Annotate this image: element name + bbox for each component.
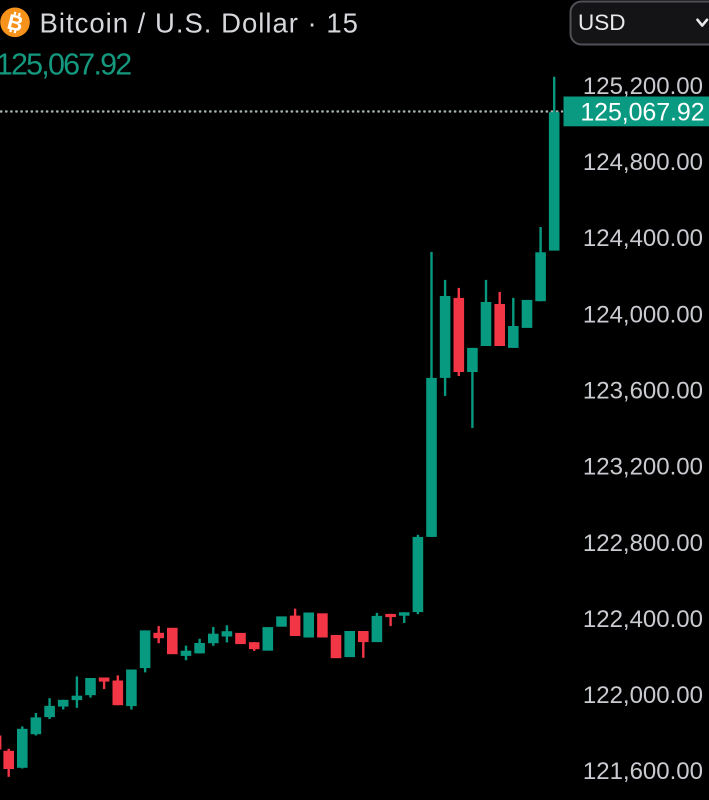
svg-text:124,400.00: 124,400.00 (583, 225, 703, 252)
svg-text:122,800.00: 122,800.00 (583, 530, 703, 557)
svg-text:124,000.00: 124,000.00 (583, 301, 703, 328)
svg-text:122,000.00: 122,000.00 (583, 682, 703, 709)
svg-text:USD: USD (578, 10, 626, 35)
svg-text:Bitcoin / U.S. Dollar · 15: Bitcoin / U.S. Dollar · 15 (40, 8, 359, 39)
svg-text:123,600.00: 123,600.00 (583, 378, 703, 405)
svg-text:124,800.00: 124,800.00 (583, 149, 703, 176)
svg-text:121,600.00: 121,600.00 (583, 758, 703, 785)
svg-text:123,200.00: 123,200.00 (583, 454, 703, 481)
svg-text:125,067.92: 125,067.92 (0, 48, 131, 82)
svg-text:125,200.00: 125,200.00 (583, 73, 703, 100)
svg-text:125,067.92: 125,067.92 (580, 98, 704, 126)
svg-text:B: B (5, 10, 26, 37)
svg-text:122,400.00: 122,400.00 (583, 606, 703, 633)
